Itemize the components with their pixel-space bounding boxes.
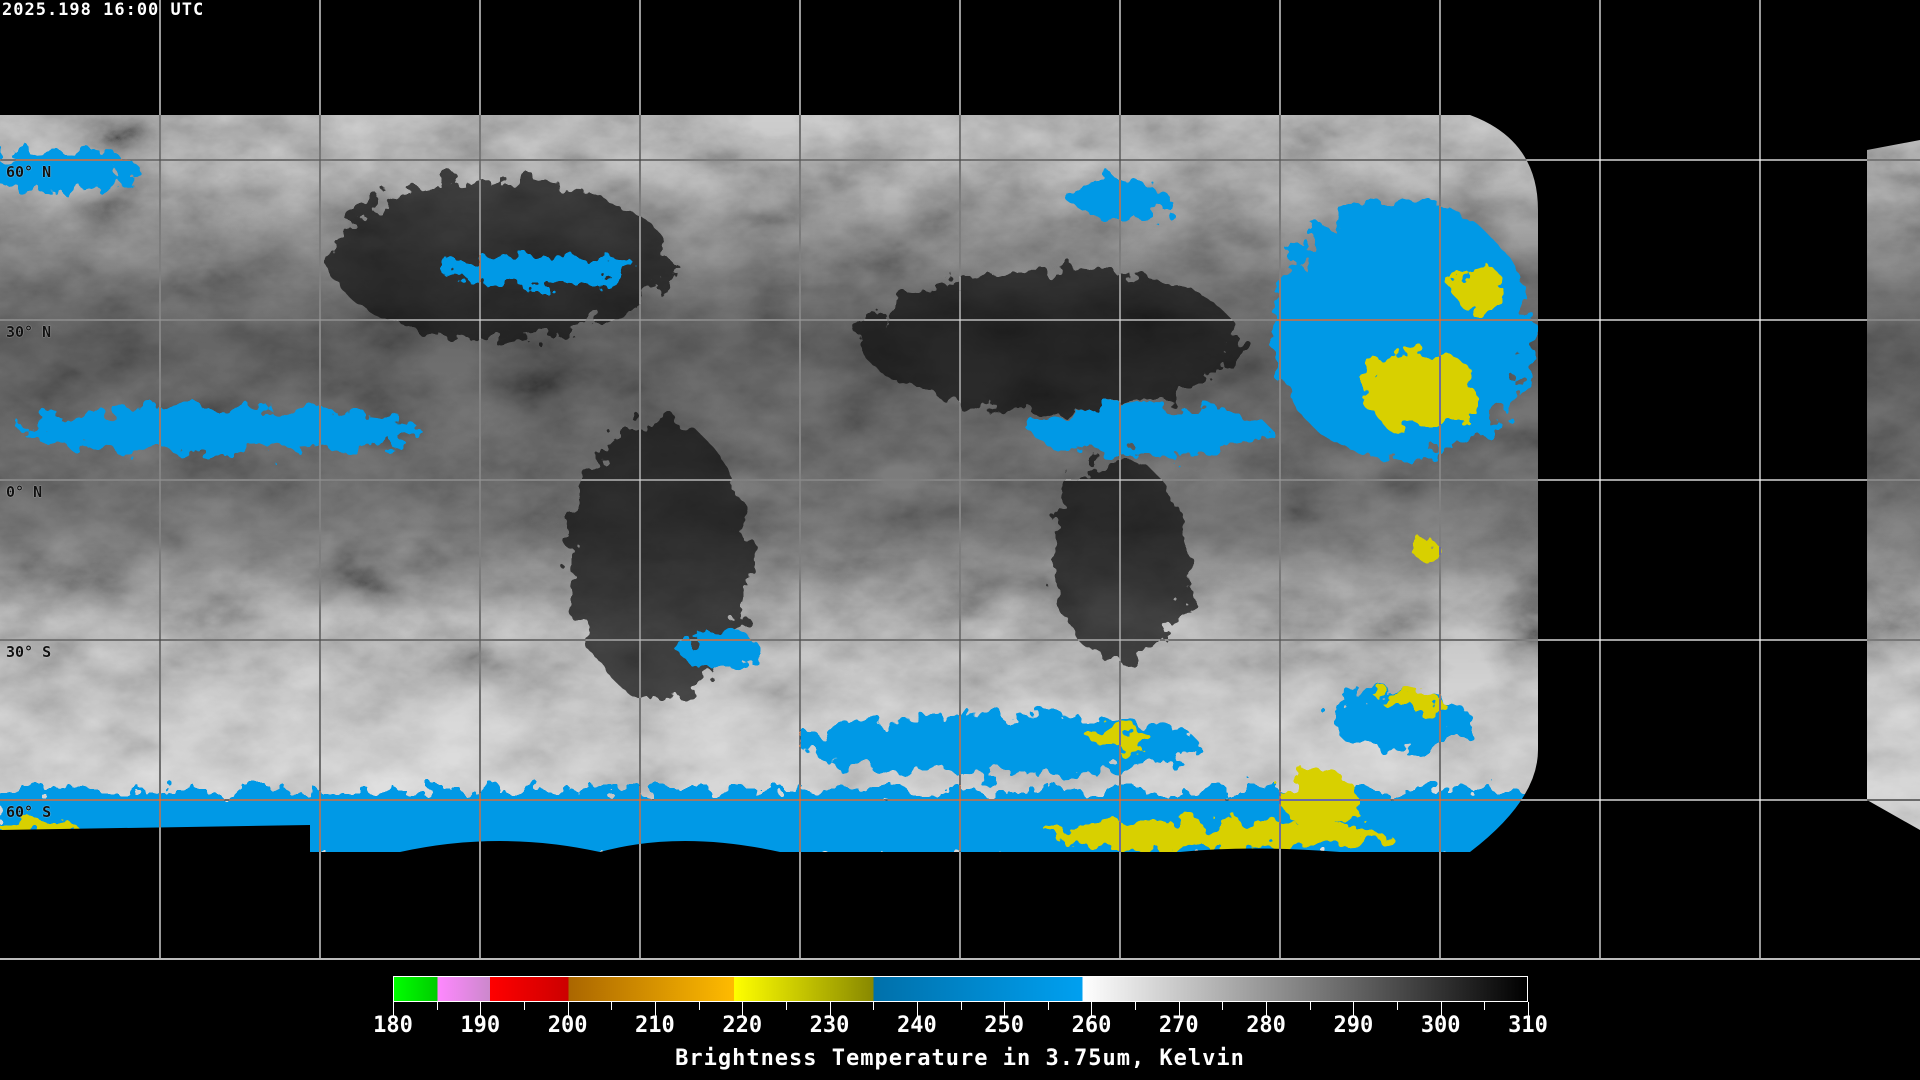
colorbar-tick	[829, 1002, 831, 1016]
satellite-map[interactable]	[0, 0, 1920, 958]
colorbar-tick	[1484, 1002, 1486, 1010]
colorbar-title: Brightness Temperature in 3.75um, Kelvin	[675, 1046, 1245, 1071]
latitude-label-0n: 0° N	[6, 483, 43, 501]
colorbar-tick-label: 260	[1071, 1013, 1112, 1038]
colorbar-tick-label: 210	[635, 1013, 675, 1038]
colorbar-tick	[480, 1002, 482, 1016]
colorbar-tick-label: 250	[984, 1013, 1025, 1038]
graticule	[0, 0, 1920, 958]
colorbar-tick-label: 280	[1246, 1013, 1286, 1038]
colorbar-tick-label: 310	[1508, 1013, 1548, 1038]
map-divider	[0, 958, 1920, 960]
colorbar-tick	[1091, 1002, 1093, 1016]
latitude-label-60n: 60° N	[6, 163, 52, 181]
colorbar-tick-label: 220	[722, 1013, 763, 1038]
colorbar-tick	[1222, 1002, 1224, 1010]
colorbar-tick	[1178, 1002, 1180, 1016]
colorbar-tick	[1266, 1002, 1268, 1016]
colorbar-tick	[567, 1002, 569, 1016]
latitude-label-30n: 30° N	[6, 323, 52, 341]
colorbar-tick	[1397, 1002, 1399, 1010]
colorbar-tick	[873, 1002, 875, 1010]
colorbar-tick-label: 290	[1333, 1013, 1374, 1038]
colorbar-tick	[1528, 1002, 1529, 1016]
colorbar-tick	[960, 1002, 962, 1010]
latitude-label-30s: 30° S	[6, 643, 52, 661]
timestamp-label: 2025.198 16:00 UTC	[2, 0, 205, 20]
colorbar-tick	[1309, 1002, 1311, 1010]
colorbar-tick	[1047, 1002, 1049, 1010]
colorbar-tick-label: 190	[460, 1013, 501, 1038]
colorbar-tick	[436, 1002, 438, 1010]
colorbar-tick	[785, 1002, 787, 1010]
colorbar-tick	[393, 1002, 394, 1016]
colorbar-tick	[1440, 1002, 1442, 1016]
colorbar-tick	[654, 1002, 656, 1016]
colorbar-tick	[1004, 1002, 1006, 1016]
colorbar-tick-label: 300	[1420, 1013, 1461, 1038]
colorbar-tick-label: 200	[547, 1013, 588, 1038]
colorbar-tick-label: 230	[809, 1013, 850, 1038]
colorbar-tick-label: 180	[373, 1013, 413, 1038]
colorbar-tick	[1135, 1002, 1137, 1010]
colorbar	[393, 976, 1528, 1002]
colorbar-tick	[916, 1002, 918, 1016]
colorbar-tick	[1353, 1002, 1355, 1016]
latitude-label-60s: 60° S	[6, 803, 52, 821]
colorbar-tick	[698, 1002, 700, 1010]
colorbar-tick-label: 240	[896, 1013, 937, 1038]
colorbar-tick	[742, 1002, 744, 1016]
colorbar-tick	[523, 1002, 525, 1010]
colorbar-tick	[611, 1002, 613, 1010]
colorbar-tick-label: 270	[1158, 1013, 1199, 1038]
